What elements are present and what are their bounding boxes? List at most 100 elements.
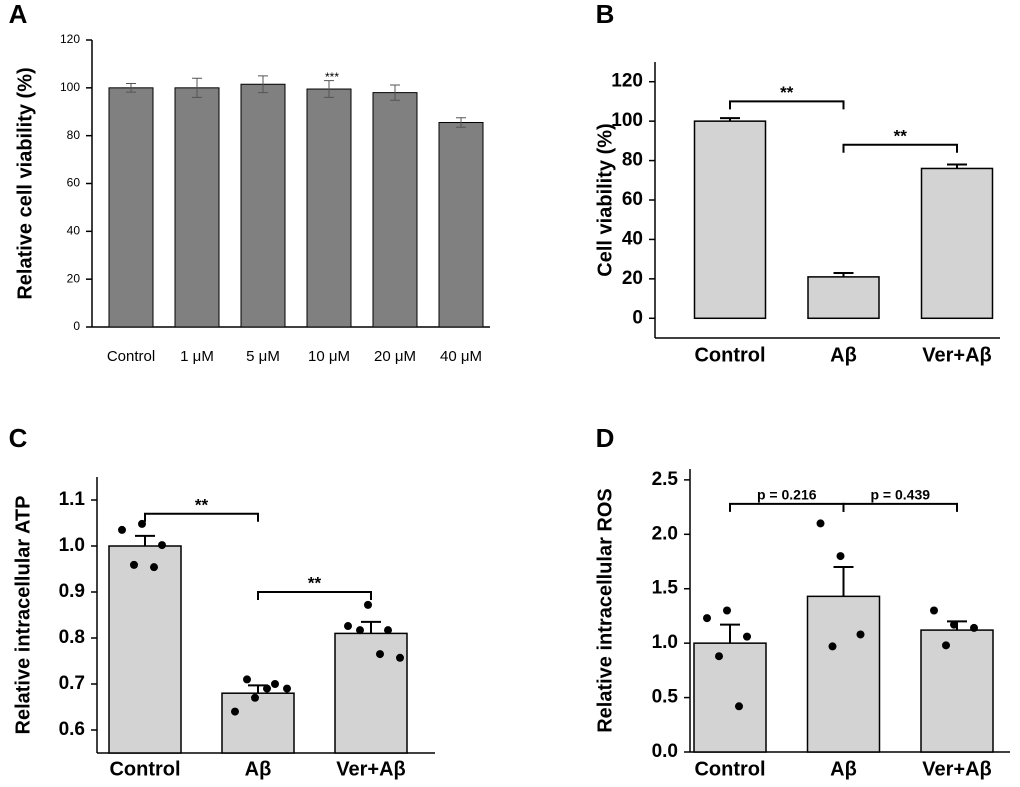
y-tick-label: 0.8	[59, 627, 85, 648]
data-point	[396, 653, 404, 662]
y-tick-label: 100	[611, 110, 643, 131]
y-tick-label: 2.0	[652, 523, 678, 544]
data-point	[231, 707, 239, 716]
significance-bracket	[144, 512, 259, 522]
y-tick-label: 40	[622, 228, 643, 249]
panel-label: D	[596, 423, 615, 453]
data-point	[970, 623, 978, 632]
data-point	[344, 622, 352, 631]
data-point	[251, 693, 259, 702]
bar	[221, 692, 295, 754]
bar	[806, 595, 881, 753]
y-tick-label: 40	[67, 224, 81, 238]
error-bar	[324, 80, 334, 98]
data-point	[703, 614, 711, 623]
y-tick-label: 0.9	[59, 581, 85, 602]
significance-bracket	[842, 143, 958, 153]
y-tick-label: 0	[632, 307, 643, 328]
x-tick-label: Aβ	[830, 344, 857, 366]
bar	[108, 545, 182, 754]
y-tick-label: 0.0	[652, 741, 678, 762]
data-point	[715, 652, 723, 661]
error-bar	[135, 534, 155, 546]
significance-bracket	[729, 502, 845, 512]
x-tick-label: Ver+Aβ	[922, 758, 991, 780]
x-tick-label: 1 μM	[180, 348, 214, 365]
panel-label: A	[9, 0, 28, 29]
data-point	[723, 606, 731, 615]
y-tick-label: 0.6	[59, 719, 85, 740]
y-axis-label: Relative intracellular ATP	[12, 496, 34, 735]
x-tick-label: Control	[694, 758, 765, 780]
data-point	[263, 684, 271, 693]
bar	[807, 276, 880, 320]
error-bar	[833, 271, 854, 277]
error-bar	[720, 117, 740, 122]
x-tick-label: Ver+Aβ	[336, 758, 405, 780]
significance-bracket	[842, 502, 958, 512]
data-point	[364, 600, 372, 609]
bar	[108, 87, 154, 328]
data-point	[130, 560, 138, 569]
data-point	[856, 630, 865, 639]
data-point	[930, 606, 938, 615]
bar	[306, 88, 352, 328]
data-point	[138, 519, 146, 528]
significance-label: **	[780, 83, 794, 102]
x-tick-label: Control	[109, 758, 180, 780]
x-tick-label: Aβ	[830, 758, 857, 780]
x-tick-label: Aβ	[245, 758, 272, 780]
y-axis-label: Relative intracellular ROS	[594, 488, 616, 733]
x-tick-label: 10 μM	[308, 348, 350, 365]
y-tick-label: 20	[622, 268, 643, 289]
error-bar	[126, 83, 136, 93]
significance-label: **	[308, 573, 322, 592]
y-tick-label: 0.7	[59, 673, 85, 694]
y-tick-label: 120	[60, 32, 80, 46]
y-tick-label: 1.0	[652, 632, 678, 653]
y-tick-label: 100	[60, 80, 80, 94]
significance-bracket	[729, 100, 845, 110]
data-point	[828, 642, 837, 651]
data-point	[836, 552, 845, 561]
y-tick-label: 60	[67, 176, 81, 190]
data-point	[243, 675, 251, 684]
x-tick-label: Ver+Aβ	[922, 344, 991, 366]
data-point	[384, 626, 392, 635]
significance-label: p = 0.439	[870, 487, 930, 503]
y-tick-label: 0	[73, 319, 80, 333]
bar	[920, 629, 994, 753]
panel-label: B	[596, 0, 615, 29]
x-tick-label: 5 μM	[246, 348, 280, 365]
y-tick-label: 60	[622, 189, 643, 210]
y-tick-label: 1.1	[59, 489, 86, 510]
x-tick-label: Control	[694, 344, 765, 366]
error-bar	[390, 84, 400, 101]
data-point	[150, 563, 158, 572]
annotation: ***	[325, 70, 339, 84]
y-tick-label: 80	[622, 150, 643, 171]
panel-label: C	[9, 423, 28, 453]
data-point	[743, 632, 751, 641]
bar	[334, 632, 408, 754]
y-tick-label: 1.5	[652, 578, 679, 599]
y-tick-label: 80	[67, 128, 81, 142]
error-bar	[258, 75, 268, 94]
data-point	[950, 620, 958, 629]
error-bar	[192, 77, 202, 98]
error-bar	[833, 565, 854, 597]
y-tick-label: 2.5	[652, 469, 679, 490]
data-point	[816, 519, 825, 528]
y-tick-label: 120	[611, 71, 643, 92]
data-point	[942, 641, 950, 650]
bar	[438, 122, 484, 328]
error-bar	[456, 117, 466, 128]
bar	[240, 83, 286, 328]
data-point	[158, 541, 166, 550]
data-point	[356, 626, 364, 635]
error-bar	[720, 623, 740, 644]
x-tick-label: 20 μM	[374, 348, 416, 365]
